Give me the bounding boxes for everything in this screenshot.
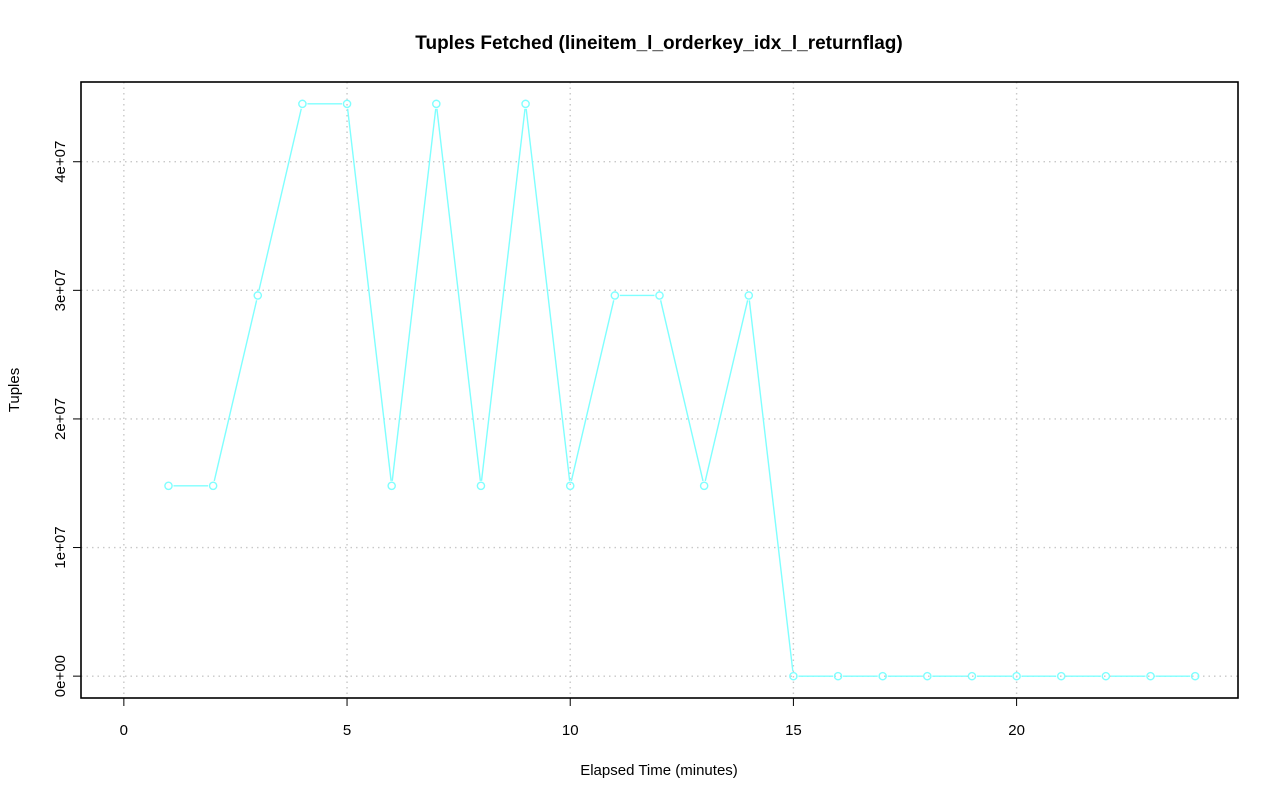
y-axis: 0e+00 1e+07 2e+07 3e+07 4e+07 <box>52 141 81 697</box>
data-point <box>789 671 798 681</box>
series-segment <box>258 108 302 291</box>
plot-frame <box>80 81 1239 699</box>
data-point <box>655 291 664 300</box>
x-axis: 0 5 10 15 20 <box>120 698 1025 739</box>
series-segment <box>748 300 794 672</box>
series-segment <box>213 300 258 482</box>
grid <box>81 82 1238 698</box>
data-point <box>1190 671 1200 681</box>
data-point <box>208 481 218 491</box>
series-segment <box>525 108 571 481</box>
data-point <box>967 671 977 681</box>
data-point <box>1101 671 1111 681</box>
data-point <box>298 99 307 109</box>
data-point <box>744 291 754 300</box>
chart-title: Tuples Fetched (lineitem_l_orderkey_idx_… <box>415 33 902 54</box>
series-segment <box>659 300 704 482</box>
data-point <box>1012 671 1021 681</box>
y-tick-label: 3e+07 <box>52 269 69 311</box>
data-point <box>833 671 843 681</box>
y-tick-label: 0e+00 <box>52 655 69 697</box>
data-point <box>164 481 173 491</box>
data-point <box>610 291 620 300</box>
x-tick-label: 15 <box>785 722 802 739</box>
data-point <box>923 671 932 681</box>
series-segment <box>480 108 526 481</box>
series-segment <box>391 108 437 481</box>
data-point <box>878 671 887 681</box>
data-point <box>432 99 441 109</box>
series-segment <box>436 108 482 481</box>
x-tick-label: 0 <box>120 722 128 739</box>
series-segment <box>570 300 615 482</box>
y-axis-label: Tuples <box>6 368 23 412</box>
data-point <box>253 291 263 300</box>
data-point <box>699 481 709 491</box>
y-tick-label: 4e+07 <box>52 141 69 183</box>
data-point <box>342 99 352 109</box>
series-layer <box>164 99 1200 681</box>
data-point <box>1056 671 1066 681</box>
data-point <box>387 481 396 491</box>
data-point <box>521 99 530 109</box>
x-axis-label: Elapsed Time (minutes) <box>580 762 738 779</box>
data-point <box>565 481 575 491</box>
x-tick-label: 10 <box>562 722 579 739</box>
series-segment <box>704 300 749 482</box>
y-tick-label: 1e+07 <box>52 526 69 568</box>
series-segment <box>346 108 392 481</box>
x-tick-label: 20 <box>1008 722 1025 739</box>
data-point <box>476 481 486 491</box>
x-tick-label: 5 <box>343 722 351 739</box>
y-tick-label: 2e+07 <box>52 398 69 440</box>
data-point <box>1146 671 1155 681</box>
